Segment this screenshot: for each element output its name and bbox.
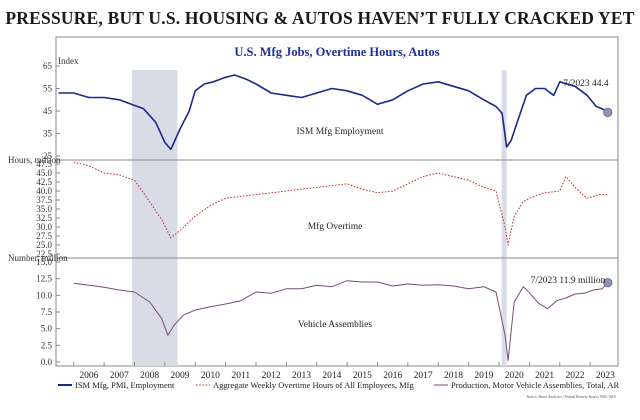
y-tick-label: 45.0 — [36, 168, 52, 178]
x-tick-label: 2006 — [79, 371, 98, 381]
latest-value-annotation: 7/2023 11.9 million — [531, 276, 606, 286]
source-note: Source: Haver Analytics / Federal Reserv… — [527, 395, 616, 399]
legend-label: Aggregate Weekly Overtime Hours of All E… — [213, 380, 415, 390]
y-tick-label: 35.0 — [36, 204, 52, 214]
legend-label: Production, Motor Vehicle Assemblies, To… — [451, 380, 619, 390]
x-tick-label: 2013 — [292, 371, 311, 381]
x-tick-label: 2010 — [201, 371, 220, 381]
x-tick-label: 2007 — [110, 371, 129, 381]
y-tick-label: 65 — [43, 61, 53, 71]
recession-shade — [501, 70, 507, 366]
x-tick-label: 2011 — [231, 371, 250, 381]
legend-label: ISM Mfg, PMI, Employment — [75, 380, 175, 390]
y-tick-label: 5.0 — [41, 324, 53, 334]
x-tick-label: 2018 — [444, 371, 463, 381]
y-axis-label: Hours, million — [8, 155, 61, 165]
x-tick-label: 2019 — [474, 371, 493, 381]
x-tick-label: 2023 — [596, 371, 615, 381]
y-tick-label: 27.5 — [36, 231, 52, 241]
y-tick-label: 12.5 — [36, 274, 52, 284]
y-tick-label: 55 — [43, 84, 53, 94]
y-tick-label: 47.5 — [36, 159, 52, 169]
x-tick-label: 2017 — [414, 371, 433, 381]
x-tick-label: 2009 — [171, 371, 190, 381]
chart-title: U.S. Mfg Jobs, Overtime Hours, Autos — [234, 45, 439, 59]
series-line-2 — [73, 161, 608, 246]
series-name-label: Vehicle Assemblies — [298, 320, 372, 330]
y-tick-label: 7.5 — [41, 307, 53, 317]
y-tick-label: 32.5 — [36, 213, 52, 223]
y-axis-label: Index — [58, 56, 79, 66]
x-tick-label: 2021 — [535, 371, 554, 381]
latest-value-marker — [603, 107, 613, 117]
y-tick-label: 37.5 — [36, 195, 52, 205]
y-tick-label: 30.0 — [36, 222, 52, 232]
x-tick-label: 2022 — [565, 371, 584, 381]
latest-value-marker — [603, 278, 613, 288]
x-tick-label: 2014 — [322, 371, 341, 381]
x-tick-label: 2012 — [262, 371, 281, 381]
y-tick-label: 45 — [43, 106, 53, 116]
x-tick-label: 2016 — [383, 371, 402, 381]
y-tick-label: 42.5 — [36, 177, 52, 187]
y-tick-label: 2.5 — [41, 340, 53, 350]
y-tick-label: 25.0 — [36, 240, 52, 250]
y-tick-label: 22.5 — [36, 249, 52, 259]
y-tick-label: 0.0 — [41, 357, 53, 367]
y-tick-label: 10.0 — [36, 290, 52, 300]
latest-value-annotation: 7/2023 44.4 — [563, 79, 609, 89]
y-tick-label: 35 — [43, 129, 53, 139]
y-axis-label: Number, million — [8, 253, 68, 263]
series-name-label: Mfg Overtime — [308, 221, 363, 232]
series-line-1 — [58, 74, 609, 151]
chart-frame — [55, 36, 619, 367]
series-name-label: ISM Mfg Employment — [296, 126, 383, 137]
recession-shade — [131, 70, 178, 366]
x-tick-label: 2008 — [140, 371, 159, 381]
x-tick-label: 2020 — [505, 371, 524, 381]
series-line-3 — [73, 280, 609, 362]
y-tick-label: 25 — [43, 151, 53, 161]
x-tick-label: 2015 — [353, 371, 372, 381]
y-tick-label: 15.0 — [36, 257, 52, 267]
page-banner-title: PRESSURE, BUT U.S. HOUSING & AUTOS HAVEN… — [5, 8, 635, 28]
y-tick-label: 40.0 — [36, 186, 52, 196]
